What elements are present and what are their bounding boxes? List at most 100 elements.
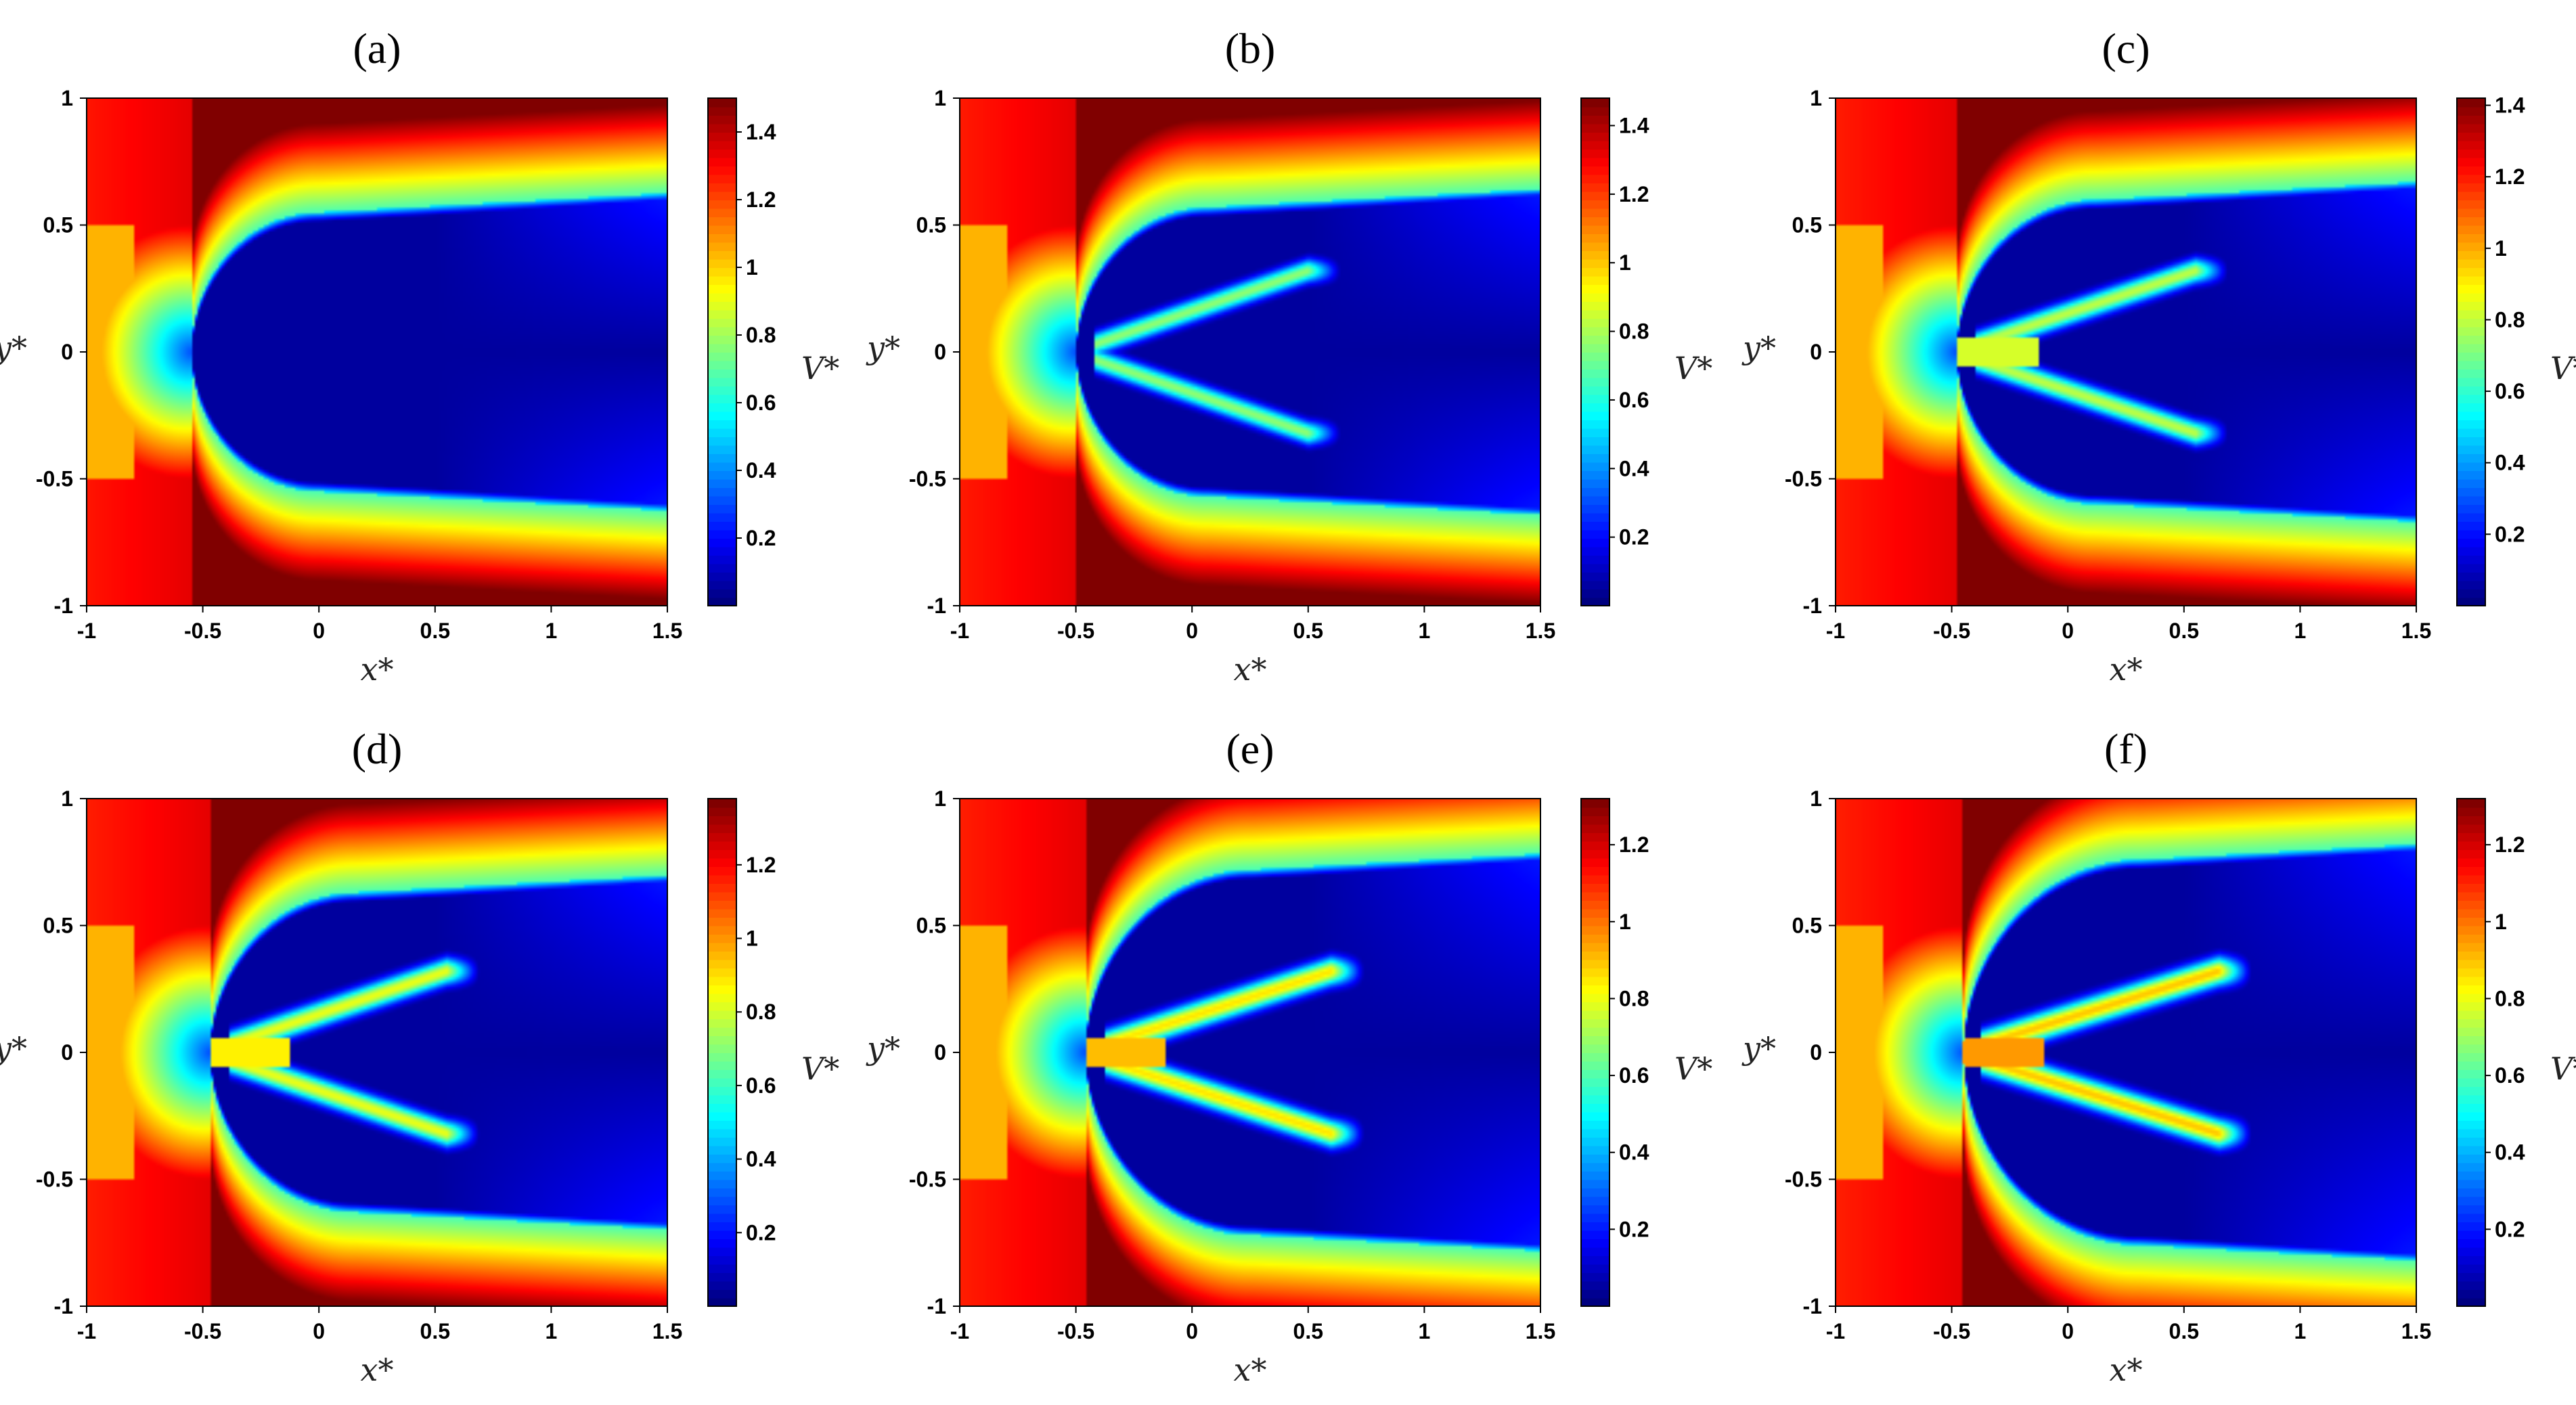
colorbar-segment	[2457, 1297, 2485, 1307]
colorbar-segment	[708, 1044, 736, 1053]
colorbar-segment	[1581, 309, 1609, 319]
colorbar-tick-label: 1.2	[746, 187, 776, 212]
colorbar-segment	[2457, 597, 2485, 606]
colorbar-segment	[2457, 1002, 2485, 1011]
colorbar-segment	[1581, 106, 1609, 116]
y-axis-label: y*	[0, 330, 27, 366]
colorbar-tick-label: 0.4	[1619, 1140, 1649, 1165]
colorbar-segment	[1581, 874, 1609, 884]
colorbar-segment	[2457, 1061, 2485, 1070]
x-tick-label: -0.5	[184, 1319, 221, 1343]
colorbar-segment	[708, 504, 736, 514]
colorbar-segment	[708, 546, 736, 556]
colorbar-segment	[708, 866, 736, 876]
x-tick-label: 1.5	[652, 619, 682, 643]
colorbar-segment	[2457, 563, 2485, 573]
colorbar-segment	[2457, 968, 2485, 977]
colorbar-tick-label: 0.2	[746, 1220, 776, 1245]
colorbar-segment	[1581, 284, 1609, 294]
colorbar-segment	[2457, 799, 2485, 808]
colorbar-segment	[1581, 335, 1609, 344]
x-axis-label: x*	[1234, 1352, 1267, 1388]
colorbar-segment	[1581, 250, 1609, 260]
colorbar-segment	[2457, 326, 2485, 336]
x-tick-label: -1	[1826, 619, 1845, 643]
colorbar-segment	[708, 183, 736, 192]
colorbar-segment	[1581, 1297, 1609, 1307]
colorbar-segment	[1581, 1280, 1609, 1290]
y-tick-label: 0	[934, 340, 946, 364]
colorbar-segment	[1581, 529, 1609, 539]
colorbar-segment	[708, 1077, 736, 1087]
colorbar-segment	[2457, 1086, 2485, 1096]
panel-e: (e) -1 -0.5 0 0.5 1 1.5 -1 -0.5 0 0.5 1 x* y* 0.2 0.4 0.…	[866, 725, 1712, 1388]
x-tick-label: 1.5	[2401, 1319, 2431, 1343]
colorbar-frame	[707, 97, 737, 606]
colorbar-segment	[2457, 504, 2485, 514]
colorbar-segment	[708, 420, 736, 429]
y-tick-label: 1	[1810, 786, 1822, 811]
colorbar-segment	[708, 115, 736, 125]
colorbar-segment	[1581, 267, 1609, 277]
colorbar-segment	[708, 259, 736, 268]
colorbar-segment	[708, 512, 736, 522]
colorbar-segment	[1581, 1077, 1609, 1087]
colorbar-tick-label: 1	[1619, 250, 1631, 275]
colorbar-segment	[1581, 1196, 1609, 1205]
colorbar-segment	[2457, 529, 2485, 539]
colorbar-segment	[708, 1145, 736, 1155]
colorbar-segment	[1581, 259, 1609, 268]
y-tick-label: -1	[54, 1294, 73, 1318]
colorbar-label: V*	[2550, 1050, 2576, 1087]
heatmap-field	[87, 98, 667, 606]
colorbar-segment	[2457, 589, 2485, 598]
colorbar-segment	[1581, 832, 1609, 842]
colorbar-segment	[1581, 1010, 1609, 1019]
colorbar-tick-label: 0.2	[1619, 525, 1649, 550]
colorbar-segment	[708, 1128, 736, 1138]
colorbar-segment	[1581, 1171, 1609, 1180]
panel-b: (b) -1 -0.5 0 0.5 1 1.5 -1 -0.5 0 0.5 1 x* y* 0.2 0.4 0.…	[866, 24, 1712, 688]
colorbar-segment	[1581, 343, 1609, 353]
colorbar-segment	[708, 470, 736, 480]
colorbar-segment	[2457, 259, 2485, 268]
colorbar-segment	[708, 849, 736, 859]
colorbar-segment	[1581, 1264, 1609, 1273]
colorbar-tick-label: 1	[746, 255, 758, 280]
colorbar-segment	[1581, 572, 1609, 581]
colorbar-segment	[708, 428, 736, 437]
x-tick-label: -1	[950, 619, 969, 643]
colorbar-segment	[2457, 369, 2485, 378]
colorbar-segment	[708, 917, 736, 927]
colorbar-segment	[708, 1196, 736, 1205]
colorbar-segment	[2457, 292, 2485, 302]
colorbar-segment	[2457, 1077, 2485, 1087]
colorbar-segment	[708, 799, 736, 808]
x-tick-label: -0.5	[184, 619, 221, 643]
colorbar-segment	[2457, 1179, 2485, 1188]
colorbar-segment	[1581, 891, 1609, 901]
colorbar-segment	[708, 123, 736, 133]
colorbar-segment	[2457, 284, 2485, 294]
y-tick-label: -1	[927, 594, 946, 618]
colorbar-segment	[708, 993, 736, 1002]
colorbar-segment	[708, 174, 736, 183]
colorbar-segment	[2457, 985, 2485, 994]
y-tick-label: -1	[54, 594, 73, 618]
colorbar-segment	[1581, 1094, 1609, 1104]
colorbar-segment	[1581, 1205, 1609, 1214]
colorbar-segment	[1581, 925, 1609, 935]
colorbar-segment	[1581, 1128, 1609, 1138]
colorbar-segment	[1581, 495, 1609, 505]
colorbar-segment	[708, 386, 736, 395]
colorbar-segment	[2457, 824, 2485, 833]
colorbar-segment	[708, 1213, 736, 1222]
panel-title: (f)	[2104, 725, 2148, 773]
colorbar-tick-label: 0.4	[746, 458, 776, 483]
colorbar-segment	[2457, 470, 2485, 480]
y-tick-label: 1	[934, 786, 946, 811]
x-tick-label: 1	[2294, 1319, 2307, 1343]
colorbar-segment	[1581, 866, 1609, 876]
colorbar-segment	[708, 318, 736, 328]
colorbar-segment	[1581, 908, 1609, 918]
